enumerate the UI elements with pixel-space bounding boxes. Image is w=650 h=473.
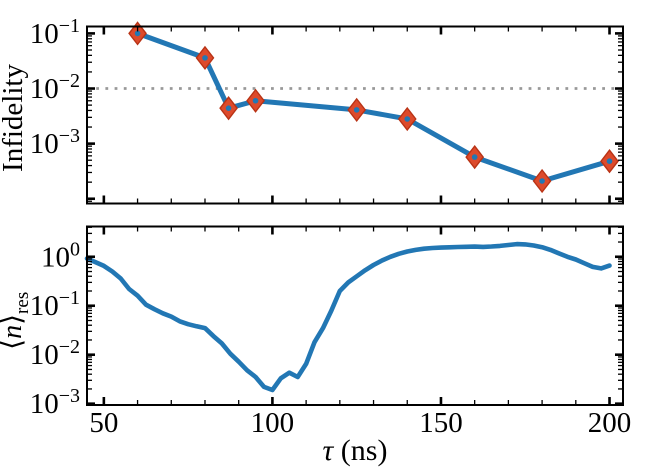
bottom-panel-ylabel: ⟨n⟩res	[0, 246, 40, 396]
y-tick-label: 10−2	[30, 70, 80, 105]
y-tick-label: 10−1	[30, 287, 80, 322]
res-subscript: res	[11, 291, 33, 314]
n-variable: n	[0, 324, 29, 339]
y-tick-label: 10−1	[30, 15, 80, 50]
marker-center-dot	[202, 55, 208, 61]
top-y-ticks	[88, 32, 622, 202]
tau-symbol: τ	[322, 434, 334, 467]
residual-photon-number-vs-tau-curve	[84, 241, 612, 393]
marker-center-dot	[471, 154, 478, 160]
top-panel: 10−1 10−2 10−3	[30, 15, 624, 205]
marker-center-dot	[606, 158, 613, 165]
x-axis-label: τ (ns)	[255, 434, 455, 468]
angle-open: ⟨	[0, 338, 29, 350]
gate-infidelity-vs-tau-markers	[128, 21, 619, 194]
marker-center-dot	[404, 116, 411, 122]
angle-close: ⟩	[0, 313, 29, 325]
top-x-ticks	[102, 27, 611, 203]
marker-center-dot	[134, 30, 141, 37]
top-y-tick-labels: 10−1 10−2 10−3	[30, 15, 80, 160]
x-tick-label: 150	[419, 407, 463, 439]
y-tick-label: 100	[41, 238, 80, 273]
marker-center-dot	[539, 178, 545, 184]
y-tick-label: 10−3	[30, 125, 80, 160]
bottom-x-ticks	[102, 227, 611, 404]
marker-center-dot	[225, 105, 232, 111]
top-panel-ylabel: Infidelity	[0, 64, 29, 172]
x-tick-label: 50	[89, 407, 118, 439]
x-tick-label: 200	[588, 407, 632, 439]
bottom-panel-frame	[86, 225, 624, 406]
x-tick-label: 100	[251, 407, 295, 439]
bottom-y-ticks	[88, 226, 622, 405]
marker-center-dot	[252, 97, 259, 104]
top-panel-frame	[86, 25, 624, 205]
marker-center-dot	[353, 107, 360, 113]
unit-text: (ns)	[333, 434, 388, 467]
x-tick-labels: 50 100 150 200	[89, 407, 631, 439]
